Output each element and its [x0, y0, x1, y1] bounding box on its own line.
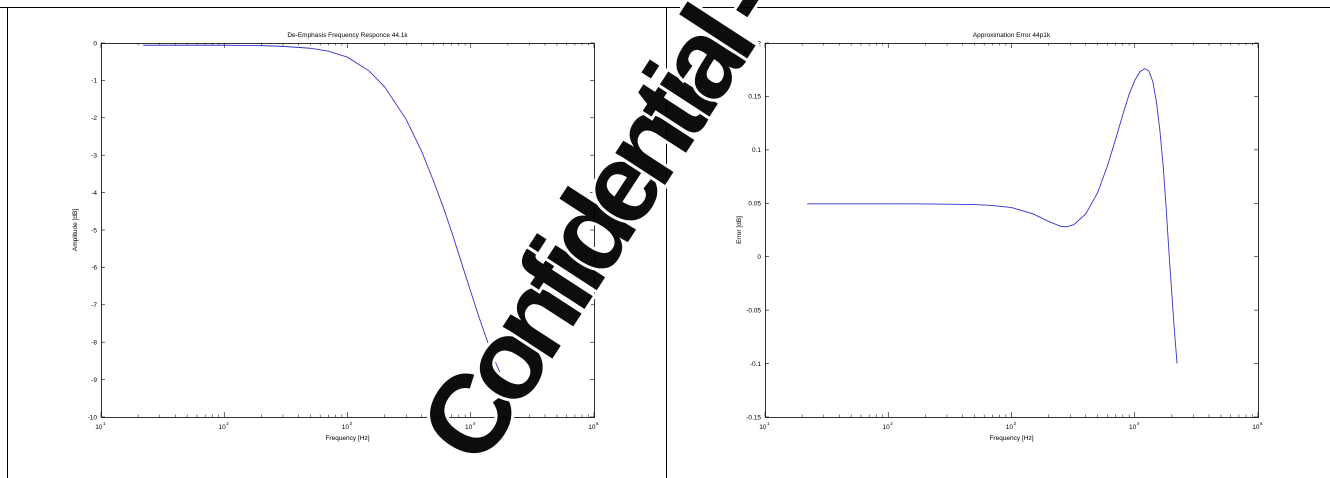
x-tick-label: 103 [342, 421, 353, 431]
x-tick-label: 105 [588, 421, 599, 431]
y-tick-label: 0 [93, 40, 97, 47]
deemphasis-response-chart: De-Emphasis Frequency Responce 44.1k Freq… [72, 32, 599, 442]
left-border-line [7, 7, 8, 478]
y-tick-label: -0.1 [750, 361, 762, 368]
x-tick-label-exponent: 5 [596, 421, 599, 426]
x-tick-label-base: 10 [1129, 424, 1137, 431]
x-tick-label: 101 [95, 421, 106, 431]
x-tick-label-exponent: 4 [1137, 421, 1140, 426]
x-tick-label-base: 10 [883, 424, 891, 431]
x-tick-label-base: 10 [588, 424, 596, 431]
x-tick-label-exponent: 2 [890, 421, 893, 426]
y-tick-label: -10 [88, 414, 98, 421]
x-tick-label-exponent: 1 [103, 421, 106, 426]
x-tick-label-exponent: 4 [473, 421, 476, 426]
y-tick-label: 0.05 [748, 201, 761, 208]
x-tick-label-exponent: 1 [767, 421, 770, 426]
x-tick-label-base: 10 [95, 424, 103, 431]
x-tick-label: 104 [1129, 421, 1140, 431]
plot-area-box [101, 43, 595, 418]
y-tick-label: -1 [91, 78, 97, 85]
y-tick-label: -0.15 [746, 414, 761, 421]
x-tick-label-exponent: 2 [226, 421, 229, 426]
y-tick-label: -9 [91, 377, 97, 384]
x-tick-label: 105 [1252, 421, 1263, 431]
y-axis-label: Error [dB] [736, 216, 743, 244]
y-tick-label: 0.1 [752, 147, 761, 154]
x-tick-label-base: 10 [759, 424, 767, 431]
x-tick-label: 103 [1006, 421, 1017, 431]
x-tick-label-base: 10 [465, 424, 473, 431]
y-tick-label: 0.2 [752, 40, 761, 47]
approximation-error-chart: Approximation Error 44p1k Frequency [Hz] E… [736, 32, 1263, 442]
y-tick-label: -7 [91, 302, 97, 309]
x-tick-label-exponent: 5 [1260, 421, 1263, 426]
x-axis-label: Frequency [Hz] [989, 435, 1033, 442]
y-tick-label: 0 [757, 254, 761, 261]
chart-title: De-Emphasis Frequency Responce 44.1k [287, 32, 408, 39]
y-axis-label: Amplitude [dB] [72, 209, 79, 251]
x-tick-label: 104 [465, 421, 476, 431]
x-tick-label-base: 10 [219, 424, 227, 431]
chart-panel-approx-error: Approximation Error 44p1k Frequency [Hz] E… [667, 0, 1330, 478]
y-tick-label: 0.15 [748, 94, 761, 101]
x-tick-label: 102 [219, 421, 230, 431]
panel-divider-line [666, 7, 667, 478]
y-tick-label: -3 [91, 153, 97, 160]
x-axis-label: Frequency [Hz] [325, 435, 369, 442]
x-tick-label: 101 [759, 421, 770, 431]
y-tick-label: -5 [91, 227, 97, 234]
y-tick-label: -0.05 [746, 307, 761, 314]
x-tick-label-base: 10 [342, 424, 350, 431]
top-border-line [0, 7, 1330, 8]
series-line [143, 44, 514, 401]
plot-area-box [765, 43, 1259, 418]
y-tick-label: -2 [91, 115, 97, 122]
chart-title: Approximation Error 44p1k [973, 32, 1051, 39]
series-line [807, 68, 1178, 364]
y-tick-label: -4 [91, 190, 97, 197]
x-tick-label-base: 10 [1252, 424, 1260, 431]
y-tick-label: -6 [91, 265, 97, 272]
x-tick-label-base: 10 [1006, 424, 1014, 431]
x-tick-label-exponent: 3 [350, 421, 353, 426]
y-tick-label: -8 [91, 340, 97, 347]
x-tick-label-exponent: 3 [1014, 421, 1017, 426]
chart-panel-deemphasis: De-Emphasis Frequency Responce 44.1k Freq… [8, 0, 666, 478]
x-tick-label: 102 [883, 421, 894, 431]
